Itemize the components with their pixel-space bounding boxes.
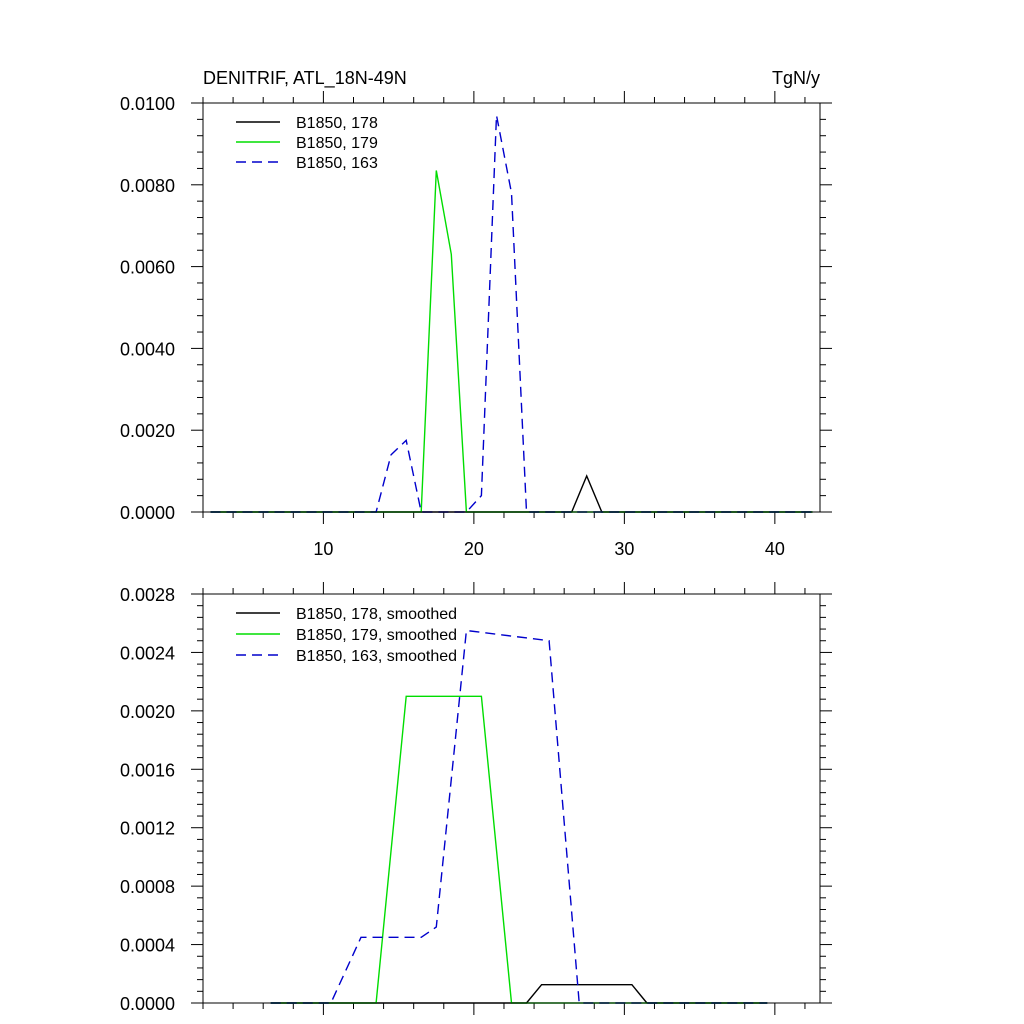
- y-tick-label: 0.0020: [120, 421, 175, 441]
- y-tick-label: 0.0060: [120, 258, 175, 278]
- series-line: [270, 629, 768, 1004]
- y-tick-label: 0.0024: [120, 643, 175, 663]
- legend-label: B1850, 179: [296, 135, 378, 152]
- y-tick-label: 0.0000: [120, 994, 175, 1014]
- tick-labels: 0.0000 0.0004 0.0008 0.0012 0.0016 0.0020 0.00…: [120, 585, 175, 1014]
- x-tick-label: 30: [614, 539, 634, 559]
- units-label: TgN/y: [772, 68, 820, 88]
- y-tick-label: 0.0080: [120, 176, 175, 196]
- plot-frame: [202, 593, 821, 1004]
- tick-labels: 10 20 30 40 0.0000 0.0020 0.0040 0.0060 0.0080 0.…: [120, 94, 785, 559]
- chart-title: DENITRIF, ATL_18N-49N: [203, 68, 407, 89]
- series-line: [210, 115, 813, 513]
- y-tick-label: 0.0004: [120, 936, 175, 956]
- legend: B1850, 178 B1850, 179 B1850, 163: [236, 115, 378, 172]
- y-tick-label: 0.0020: [120, 702, 175, 722]
- series-line: [210, 170, 813, 513]
- legend-label: B1850, 163, smoothed: [296, 648, 457, 665]
- plot-frame: [202, 102, 821, 513]
- legend-label: B1850, 178: [296, 115, 378, 132]
- axis-ticks: [191, 582, 832, 1015]
- legend-label: B1850, 163: [296, 155, 378, 172]
- axis-ticks: [191, 91, 832, 524]
- panel-top: DENITRIF, ATL_18N-49N TgN/y 10 20 30 40 0.00…: [120, 68, 832, 559]
- legend-label: B1850, 179, smoothed: [296, 627, 457, 644]
- series-line: [270, 695, 768, 1004]
- y-tick-label: 0.0040: [120, 339, 175, 359]
- legend: B1850, 178, smoothed B1850, 179, smoothed…: [236, 606, 457, 665]
- y-tick-label: 0.0008: [120, 877, 175, 897]
- x-tick-label: 20: [464, 539, 484, 559]
- y-tick-label: 0.0028: [120, 585, 175, 605]
- y-tick-label: 0.0016: [120, 760, 175, 780]
- series-line: [270, 984, 768, 1004]
- y-tick-label: 0.0000: [120, 503, 175, 523]
- legend-label: B1850, 178, smoothed: [296, 606, 457, 623]
- y-tick-label: 0.0012: [120, 819, 175, 839]
- series-lines: [270, 629, 768, 1004]
- y-tick-label: 0.0100: [120, 94, 175, 114]
- panel-bottom: 0.0000 0.0004 0.0008 0.0012 0.0016 0.0020 0.00…: [120, 582, 832, 1015]
- x-tick-label: 10: [313, 539, 333, 559]
- x-tick-label: 40: [765, 539, 785, 559]
- series-lines: [210, 115, 813, 513]
- series-line: [210, 474, 813, 513]
